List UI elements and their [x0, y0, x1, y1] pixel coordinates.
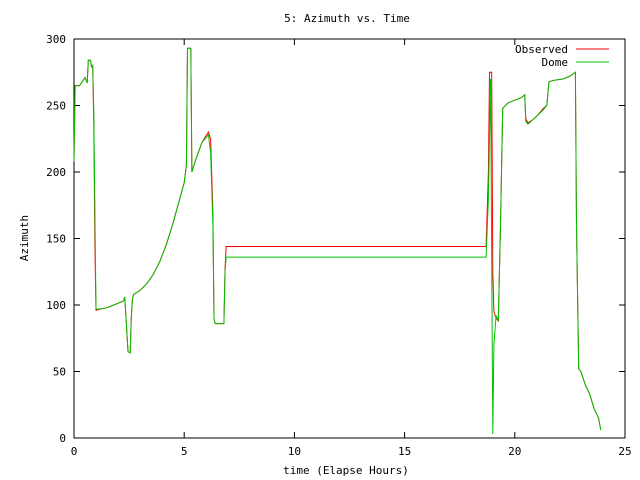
y-axis-label: Azimuth — [18, 215, 31, 261]
x-tick-label: 15 — [398, 445, 411, 458]
x-tick-label: 5 — [181, 445, 188, 458]
y-tick-label: 300 — [46, 33, 66, 46]
x-tick-label: 10 — [288, 445, 301, 458]
y-tick-label: 250 — [46, 100, 66, 113]
y-tick-label: 100 — [46, 299, 66, 312]
y-tick-label: 150 — [46, 233, 66, 246]
y-tick-label: 50 — [53, 366, 66, 379]
x-axis-label: time (Elapse Hours) — [283, 464, 409, 477]
y-tick-label: 200 — [46, 166, 66, 179]
series-line-observed — [73, 47, 602, 431]
chart-title: 5: Azimuth vs. Time — [284, 12, 410, 25]
series-line-dome — [73, 47, 602, 435]
legend-label-observed: Observed — [515, 43, 568, 56]
x-tick-label: 25 — [618, 445, 631, 458]
y-tick-label: 0 — [59, 432, 66, 445]
legend-label-dome: Dome — [542, 56, 569, 69]
x-tick-label: 0 — [71, 445, 78, 458]
x-tick-label: 20 — [508, 445, 521, 458]
plot-frame — [73, 38, 626, 439]
series-group — [73, 47, 602, 435]
